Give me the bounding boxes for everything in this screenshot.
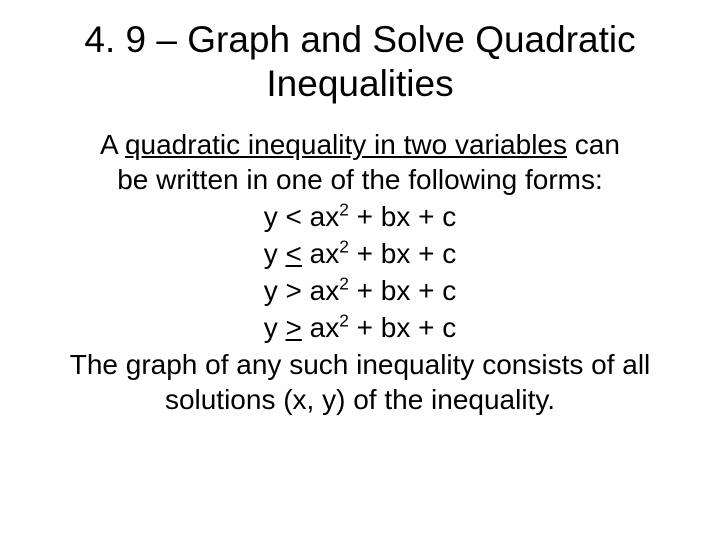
slide: 4. 9 – Graph and Solve Quadratic Inequal…: [0, 0, 720, 540]
closing-line-1: The graph of any such inequality consist…: [30, 347, 690, 382]
eq-y: y: [264, 275, 286, 306]
eq-b: + bx + c: [349, 275, 456, 306]
op-greater-than-or-eq: >: [286, 312, 302, 343]
intro-pre: A: [100, 129, 125, 160]
eq-exp: 2: [339, 237, 349, 257]
intro-term: quadratic inequality in two variables: [125, 129, 567, 160]
op-less-than-or-eq: <: [286, 238, 302, 269]
inequality-3: y > ax2 + bx + c: [30, 273, 690, 308]
eq-exp: 2: [339, 274, 349, 294]
eq-a: ax: [302, 238, 339, 269]
eq-b: + bx + c: [349, 201, 456, 232]
eq-y: y: [264, 312, 286, 343]
intro-line-2: be written in one of the following forms…: [30, 162, 690, 197]
eq-a: ax: [302, 312, 339, 343]
eq-a: ax: [302, 275, 339, 306]
intro-line-1: A quadratic inequality in two variables …: [30, 127, 690, 162]
inequality-1: y < ax2 + bx + c: [30, 199, 690, 234]
eq-b: + bx + c: [349, 312, 456, 343]
intro-post: can: [567, 129, 620, 160]
eq-exp: 2: [339, 311, 349, 331]
closing-line-2: solutions (x, y) of the inequality.: [30, 382, 690, 417]
page-title: 4. 9 – Graph and Solve Quadratic Inequal…: [30, 18, 690, 105]
title-line-1: 4. 9 – Graph and Solve Quadratic: [84, 19, 635, 60]
eq-a: ax: [302, 201, 339, 232]
eq-y: y: [264, 201, 286, 232]
eq-exp: 2: [339, 200, 349, 220]
op-greater-than: >: [286, 275, 302, 306]
op-less-than: <: [286, 201, 302, 232]
body-content: A quadratic inequality in two variables …: [30, 127, 690, 417]
inequality-2: y < ax2 + bx + c: [30, 236, 690, 271]
title-line-2: Inequalities: [266, 63, 453, 104]
eq-y: y: [264, 238, 286, 269]
inequality-4: y > ax2 + bx + c: [30, 310, 690, 345]
eq-b: + bx + c: [349, 238, 456, 269]
